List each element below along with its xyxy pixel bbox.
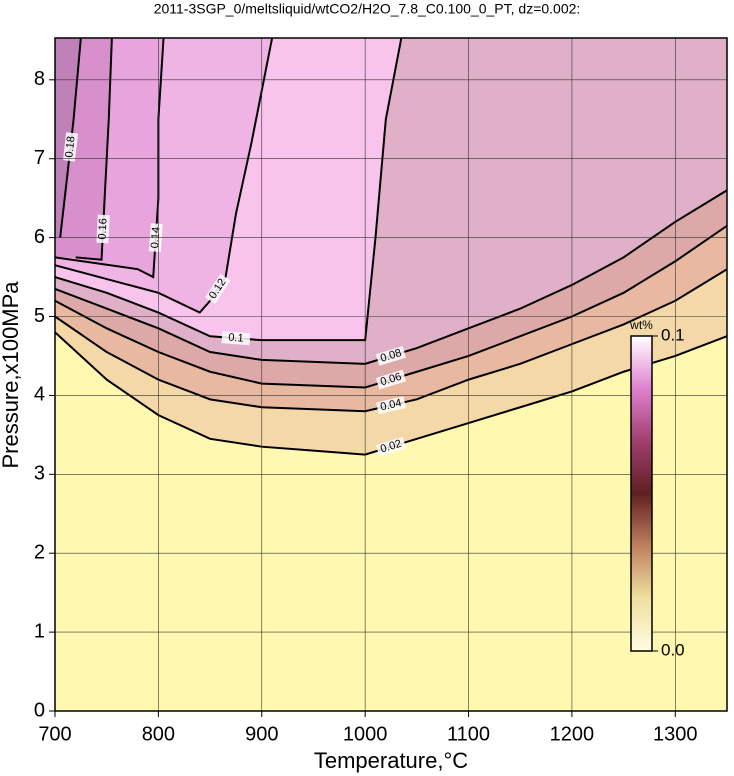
chart-title: 2011-3SGP_0/meltsliquid/wtCO2/H2O_7.8_C0…	[154, 1, 581, 17]
contour-label-bg	[62, 132, 79, 162]
x-axis-label: Temperature,°C	[314, 748, 468, 773]
colorbar-tick-label: 0.1	[661, 325, 685, 344]
colorbar-label: wt%	[629, 318, 653, 332]
x-tick-label: 1300	[653, 723, 698, 745]
contour-label-bg	[375, 346, 407, 366]
x-tick-label: 1000	[343, 723, 388, 745]
contour-line	[75, 38, 113, 261]
x-tick-label: 1100	[447, 723, 490, 745]
contour-label: 0.08	[379, 347, 403, 365]
y-tick-label: 8	[34, 68, 45, 90]
colorbar-tick-label: 0.0	[661, 640, 685, 659]
x-tick-label: 800	[142, 723, 175, 745]
y-tick-label: 6	[34, 226, 45, 248]
y-tick-label: 5	[34, 305, 45, 327]
y-tick-label: 0	[34, 699, 45, 721]
y-tick-label: 3	[34, 463, 45, 485]
contour-label-bg	[375, 369, 407, 390]
contour-label-bg	[205, 273, 231, 304]
contour-label: 0.06	[379, 371, 403, 389]
y-tick-label: 7	[34, 147, 45, 169]
colorbar	[630, 335, 653, 652]
contour-label-bg	[376, 396, 406, 415]
contour-label-bg	[375, 436, 407, 457]
contour-label: 0.02	[379, 438, 403, 456]
contour-label: 0.1	[228, 332, 244, 345]
contour-label-bg	[221, 331, 251, 346]
x-tick-label: 1200	[550, 723, 595, 745]
contour-label: 0.16	[96, 218, 109, 240]
y-tick-label: 2	[34, 541, 45, 563]
y-tick-label: 4	[34, 384, 45, 406]
contour-label: 0.18	[63, 136, 77, 159]
plot-frame	[54, 37, 728, 712]
x-tick-label: 700	[38, 723, 71, 745]
y-axis-label: Pressure,x100MPa	[0, 281, 23, 469]
contour-label: 0.04	[379, 397, 403, 413]
contour-label-bg	[96, 214, 110, 244]
x-tick-label: 900	[245, 723, 278, 745]
y-tick-label: 1	[34, 620, 45, 642]
